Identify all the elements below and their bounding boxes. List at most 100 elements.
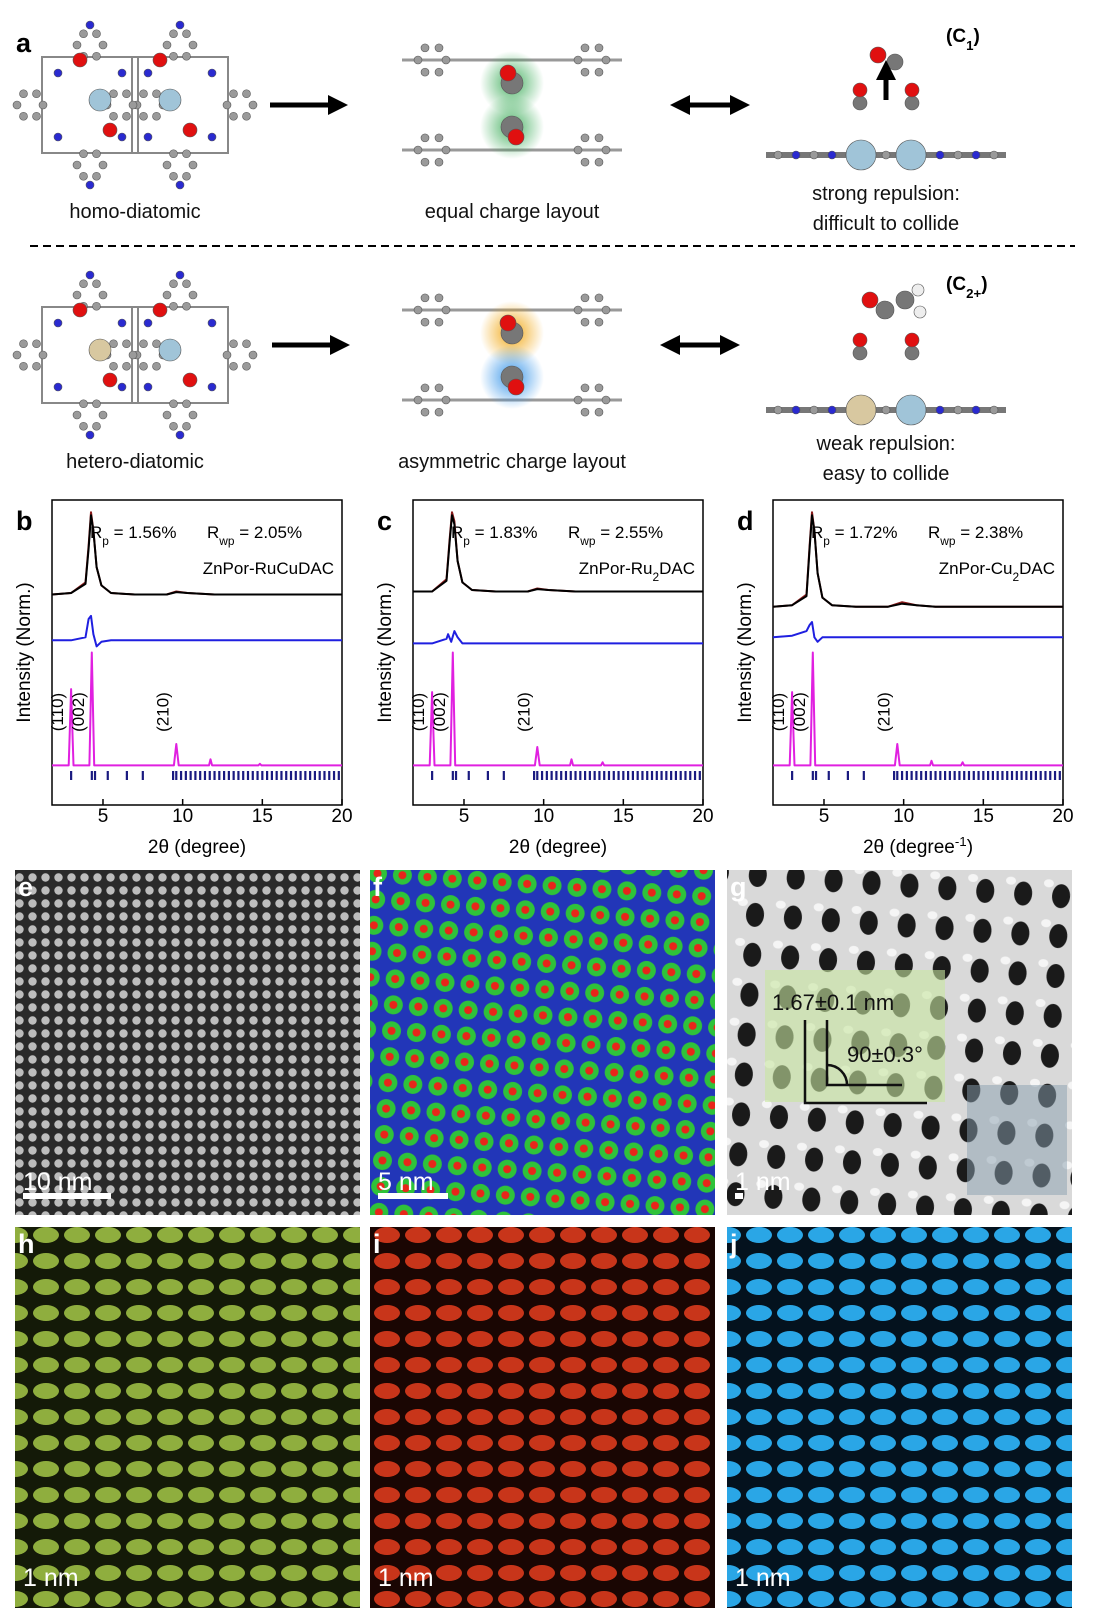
rp-text-part: = 1.72% bbox=[830, 523, 898, 542]
micrograph bbox=[727, 1227, 1072, 1608]
atom bbox=[208, 319, 216, 327]
atom bbox=[170, 52, 178, 60]
atom bbox=[170, 30, 178, 38]
panel-label: a bbox=[16, 28, 32, 58]
atom bbox=[581, 294, 589, 302]
atom bbox=[581, 408, 589, 416]
atom bbox=[574, 306, 582, 314]
atom bbox=[159, 89, 181, 111]
y-axis-label: Intensity (Norm.) bbox=[735, 582, 756, 722]
atom bbox=[123, 362, 131, 370]
atom bbox=[153, 112, 161, 120]
micrograph bbox=[370, 1227, 715, 1608]
atom bbox=[183, 280, 191, 288]
atom bbox=[93, 280, 101, 288]
atom bbox=[140, 112, 148, 120]
scale-bar bbox=[735, 1193, 743, 1199]
atom bbox=[163, 41, 171, 49]
rwp-text: Rwp = 2.05% bbox=[207, 523, 302, 548]
atom bbox=[93, 52, 101, 60]
atom bbox=[118, 383, 126, 391]
panel-label: j bbox=[729, 1229, 738, 1259]
sample-name-part: ZnPor-RuCuDAC bbox=[203, 559, 334, 578]
atom bbox=[581, 318, 589, 326]
atom bbox=[792, 151, 800, 159]
atom bbox=[54, 133, 62, 141]
caption: asymmetric charge layout bbox=[398, 451, 626, 473]
atom bbox=[183, 373, 197, 387]
atom bbox=[183, 150, 191, 158]
x-axis-label: 2θ (degree) bbox=[148, 837, 246, 858]
atom bbox=[414, 146, 422, 154]
atom bbox=[153, 53, 167, 67]
rp-text: Rp = 1.83% bbox=[451, 523, 537, 548]
sample-name-part: ZnPor-Cu bbox=[939, 559, 1013, 578]
sample-name: ZnPor-Cu2DAC bbox=[939, 559, 1055, 584]
atom bbox=[595, 158, 603, 166]
panel-label: h bbox=[18, 1229, 35, 1259]
rp-text-part: = 1.56% bbox=[109, 523, 177, 542]
rwp-text-part: R bbox=[568, 523, 580, 542]
atom bbox=[243, 362, 251, 370]
atom bbox=[73, 53, 87, 67]
atom bbox=[414, 56, 422, 64]
atom bbox=[595, 44, 603, 52]
scale-bar bbox=[378, 1193, 448, 1199]
atom bbox=[602, 396, 610, 404]
hkl-label: (210) bbox=[514, 692, 533, 732]
caption: difficult to collide bbox=[813, 213, 959, 235]
atom bbox=[581, 384, 589, 392]
scale-bar bbox=[23, 1193, 111, 1199]
atom bbox=[86, 271, 94, 279]
atom bbox=[170, 400, 178, 408]
hkl-label: (110) bbox=[769, 693, 788, 731]
atom bbox=[20, 340, 28, 348]
rwp-text-part: wp bbox=[939, 534, 956, 548]
atom bbox=[896, 140, 926, 170]
atom bbox=[170, 150, 178, 158]
atom bbox=[421, 158, 429, 166]
product-label-part: (C bbox=[946, 26, 966, 47]
atom bbox=[602, 306, 610, 314]
xrd-line bbox=[52, 653, 342, 766]
atom bbox=[249, 351, 257, 359]
atom bbox=[118, 69, 126, 77]
atom bbox=[810, 151, 818, 159]
atom bbox=[896, 395, 926, 425]
atom bbox=[54, 383, 62, 391]
xrd-line bbox=[773, 653, 1063, 766]
atom bbox=[435, 68, 443, 76]
atom bbox=[602, 56, 610, 64]
atom bbox=[414, 306, 422, 314]
micrograph bbox=[15, 870, 360, 1215]
atom bbox=[936, 151, 944, 159]
atom bbox=[183, 30, 191, 38]
atom bbox=[86, 21, 94, 29]
angle-label: 90±0.3° bbox=[847, 1042, 923, 1067]
atom bbox=[914, 306, 926, 318]
atom bbox=[118, 133, 126, 141]
atom bbox=[189, 161, 197, 169]
sample-name-part: ZnPor-Ru bbox=[579, 559, 653, 578]
atom bbox=[129, 351, 137, 359]
atom bbox=[954, 151, 962, 159]
atom bbox=[13, 101, 21, 109]
inset-structure bbox=[967, 1085, 1067, 1195]
x-tick-label: 10 bbox=[533, 806, 554, 827]
panel-label: e bbox=[18, 872, 33, 902]
atom bbox=[223, 351, 231, 359]
atom bbox=[183, 123, 197, 137]
hkl-label: (002) bbox=[790, 692, 809, 732]
atom bbox=[93, 172, 101, 180]
page: a homo-diatomic equal charge layout stro… bbox=[0, 0, 1102, 1608]
atom bbox=[110, 362, 118, 370]
atom bbox=[581, 134, 589, 142]
rwp-text-part: R bbox=[207, 523, 219, 542]
panel-label: d bbox=[737, 506, 754, 536]
scale-label: 1 nm bbox=[378, 1564, 434, 1592]
atom bbox=[870, 47, 886, 63]
atom bbox=[33, 340, 41, 348]
atom bbox=[118, 319, 126, 327]
atom bbox=[249, 101, 257, 109]
y-axis-label: Intensity (Norm.) bbox=[375, 582, 396, 722]
